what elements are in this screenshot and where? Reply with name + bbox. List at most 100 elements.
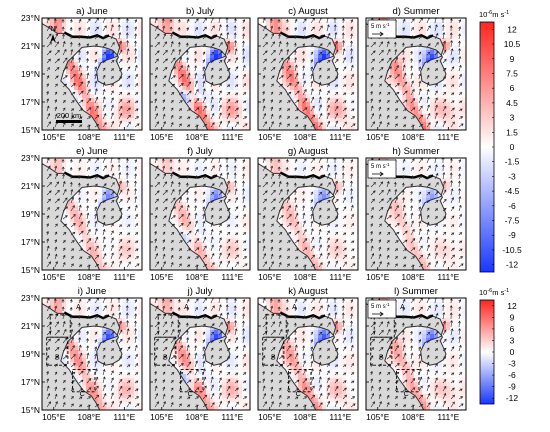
panel-title-c: c) August (288, 6, 328, 17)
x-tick-label-e-1: 108°E (77, 272, 101, 282)
colorbar-tick-label-0-8: 0 (510, 142, 515, 152)
x-tick-label-k-2: 111°E (329, 412, 351, 422)
panel-k: A B C (258, 298, 358, 410)
panel-f (150, 158, 250, 270)
colorbar-tick-label-0-7: 1.5 (506, 127, 518, 137)
colorbar-unit-unit_exp-0: -6 (487, 10, 492, 16)
x-tick-label-b-0: 105°E (150, 132, 174, 142)
subregion-label-j-0: A (184, 304, 189, 311)
scale-arrow-base: 5 m s (371, 304, 386, 310)
scale-arrow-box-h (367, 159, 397, 179)
subregion-box-i-1 (46, 336, 69, 366)
vector-field-c (262, 18, 356, 128)
y-tick-label-e-2: 19°N (21, 209, 40, 219)
panel-title-g: g) August (288, 146, 328, 157)
north-coast-g (279, 171, 326, 180)
subregion-label-i-1: B (55, 355, 60, 362)
subregion-label-l-1: B (379, 355, 384, 362)
colorbar-tick-label-0-6: 3 (510, 113, 515, 123)
subregion-box-l-1 (370, 336, 393, 366)
y-tick-label-i-0: 23°N (21, 293, 40, 303)
y-tick-label-e-3: 17°N (21, 237, 40, 247)
x-tick-label-c-1: 108°E (293, 132, 317, 142)
scale-arrow-icon-d (372, 31, 384, 37)
x-tick-label-e-0: 105°E (42, 272, 66, 282)
north-label: N (50, 26, 55, 33)
x-tick-label-b-2: 111°E (221, 132, 243, 142)
panel-g (258, 158, 358, 270)
subregion-label-k-2: C (296, 391, 301, 398)
colorbar-tick-label-0-2: 9 (510, 54, 515, 64)
panel-title-e: e) June (76, 146, 108, 157)
colorbar-tick-label-1-2: 6 (510, 324, 515, 334)
scale-arrow-box-l (367, 299, 397, 319)
panel-title-f: f) July (187, 146, 213, 157)
north-coast-b (171, 31, 218, 40)
colorbar-tick-label-0-14: -9 (508, 230, 516, 240)
subregion-box-k-1 (262, 336, 285, 366)
colorbar-tick-label-0-15: -10.5 (502, 245, 522, 255)
scale-arrow-base: 5 m s (371, 164, 386, 170)
colorbar-tick-label-1-4: 0 (510, 347, 515, 357)
y-tick-label-i-1: 21°N (21, 321, 40, 331)
panel-title-i: i) June (78, 286, 107, 297)
colorbar-unit-1: 10-6m s-1 (479, 288, 509, 297)
north-coast-d (387, 31, 434, 40)
y-tick-label-e-4: 15°N (21, 265, 40, 275)
subregion-box-l-2 (396, 368, 420, 393)
scale-arrow-base: 5 m s (371, 24, 386, 30)
scale-arrow-icon-l (372, 311, 384, 317)
x-tick-label-a-0: 105°E (42, 132, 66, 142)
north-coast-e (63, 171, 110, 180)
x-tick-label-i-1: 108°E (77, 412, 101, 422)
y-tick-label-a-0: 23°N (21, 13, 40, 23)
panel-e (42, 158, 142, 270)
vector-field-l (370, 298, 464, 408)
vector-field-f (154, 158, 248, 268)
x-tick-label-j-2: 111°E (221, 412, 243, 422)
colorbar-unit-unit_base-1: 10 (479, 288, 487, 297)
x-tick-label-h-2: 111°E (437, 272, 459, 282)
x-tick-label-c-2: 111°E (329, 132, 351, 142)
y-tick-label-i-4: 15°N (21, 405, 40, 415)
x-tick-label-l-2: 111°E (437, 412, 459, 422)
panel-i: A B C (42, 298, 142, 410)
subregion-box-k-0 (265, 314, 287, 338)
x-tick-label-k-1: 108°E (293, 412, 317, 422)
colorbar-tick-label-0-1: 10.5 (504, 39, 521, 49)
x-tick-label-l-0: 105°E (366, 412, 390, 422)
colorbar-tick-label-1-7: -9 (508, 382, 516, 392)
y-tick-label-e-0: 23°N (21, 153, 40, 163)
subregion-label-i-0: A (76, 304, 81, 311)
colorbar-tick-label-0-10: -3 (508, 171, 516, 181)
panel-title-h: h) Summer (393, 146, 440, 157)
panel-c (258, 18, 358, 130)
vector-field-b (154, 18, 248, 128)
y-tick-label-i-3: 17°N (21, 377, 40, 387)
colorbar-gradient-1 (479, 299, 495, 405)
subregion-label-k-1: B (271, 355, 276, 362)
subregion-label-k-0: A (292, 304, 297, 311)
vector-field-g (262, 158, 356, 268)
vector-field-a (46, 18, 140, 128)
x-tick-label-h-1: 108°E (401, 272, 425, 282)
y-tick-label-a-4: 15°N (21, 125, 40, 135)
vorticity-field-e (42, 158, 142, 270)
north-coast-a (63, 31, 110, 40)
subregion-box-j-1 (154, 336, 177, 366)
subregion-box-j-0 (157, 314, 179, 338)
subregion-box-i-2 (72, 368, 96, 393)
x-tick-label-a-2: 111°E (113, 132, 135, 142)
colorbar-tick-label-1-3: 3 (510, 335, 515, 345)
subregion-label-l-2: C (404, 391, 409, 398)
x-tick-label-j-1: 108°E (185, 412, 209, 422)
scale-bar-label: 200 km (57, 111, 82, 120)
colorbar-tick-label-0-4: 6 (510, 83, 515, 93)
panel-title-j: j) July (187, 286, 213, 297)
colorbar-0: 12 10.5 9 7.5 6 4.5 3 1.5 0 -1.5 -3 -4.5 -6 -7.5 -9 -10… (479, 10, 522, 273)
north-coast-i (63, 311, 110, 320)
scale-arrow-exp: -1 (386, 22, 390, 27)
panel-a (42, 18, 142, 130)
